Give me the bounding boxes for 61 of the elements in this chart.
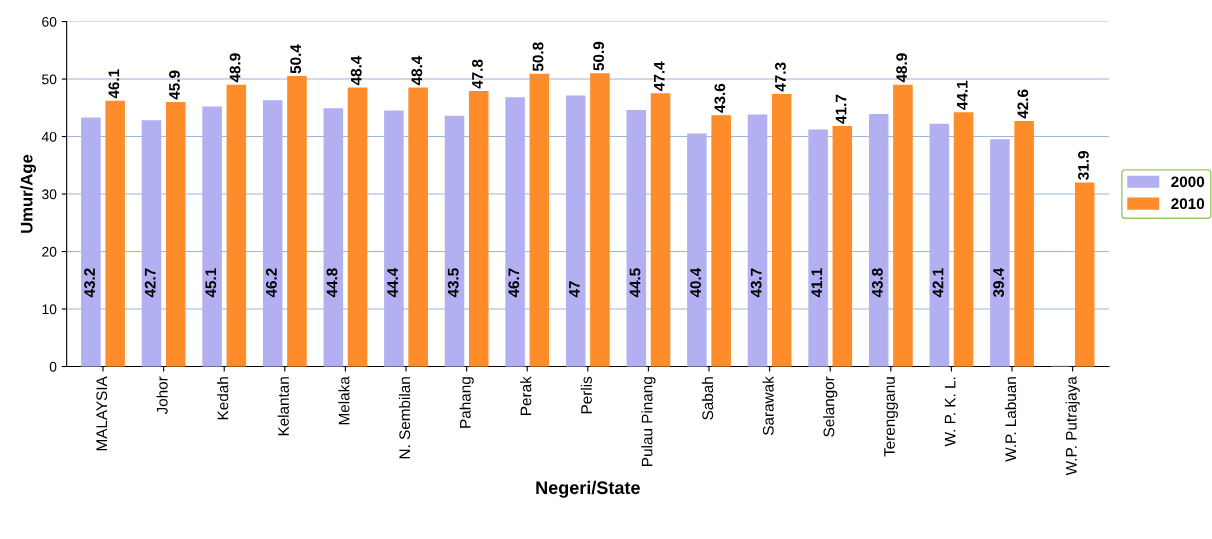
data-label: 42.6 <box>1017 89 1029 119</box>
x-tick-label: Pulau Pinang <box>641 377 656 466</box>
data-label: 47 <box>569 281 580 298</box>
legend-label: 2000 <box>1171 176 1205 188</box>
data-label: 43.2 <box>84 268 96 298</box>
legend-label: 2010 <box>1171 198 1205 210</box>
data-label: 46.7 <box>508 268 520 298</box>
data-label: 50.9 <box>593 41 605 71</box>
x-tick-label: W.P. Putrajaya <box>1065 376 1080 476</box>
data-label: 41.1 <box>811 268 823 298</box>
data-label: 50.4 <box>290 44 302 74</box>
data-label: 45.9 <box>169 70 180 100</box>
x-tick-label: N. Sembilan <box>398 377 411 459</box>
data-label: 44.1 <box>956 80 968 110</box>
x-tick-label: Pahang <box>459 377 474 428</box>
x-tick-label: W.P. Labuan <box>1004 377 1017 462</box>
data-label: 46.2 <box>265 268 277 298</box>
data-label: 42.7 <box>144 268 156 298</box>
y-tick-label: 40 <box>41 131 57 142</box>
data-label: 48.9 <box>896 53 908 83</box>
data-label: 42.1 <box>932 268 944 298</box>
data-label: 41.7 <box>835 94 847 124</box>
x-tick-label: Selangor <box>823 376 838 437</box>
x-tick-label: Terengganu <box>884 377 898 457</box>
data-label: 43.6 <box>714 83 726 113</box>
data-label: 48.4 <box>411 55 423 86</box>
y-tick-label: 0 <box>49 361 57 372</box>
data-label: 47.8 <box>472 59 483 89</box>
x-tick-label: Perak <box>520 376 532 415</box>
data-label: 46.1 <box>108 69 120 99</box>
data-label: 40.4 <box>690 267 701 298</box>
data-label: 43.5 <box>447 268 459 298</box>
data-label: 44.8 <box>326 268 338 298</box>
x-tick-label: Kedah <box>217 377 229 420</box>
y-tick-label: 10 <box>42 304 57 315</box>
y-tick-label: 20 <box>42 246 57 257</box>
x-tick-label: W. P. K. L. <box>944 377 956 447</box>
x-tick-label: Perlis <box>580 376 592 414</box>
x-tick-label: Sabah <box>701 377 714 420</box>
data-label: 43.7 <box>750 268 762 298</box>
x-axis-title: Negeri/State <box>536 480 640 498</box>
data-label: 44.4 <box>387 267 398 298</box>
y-axis-title: Umur/Age <box>20 154 36 233</box>
data-label: 44.5 <box>629 268 641 298</box>
y-tick-label: 30 <box>42 189 57 200</box>
x-tick-label: Kelantan <box>277 377 289 436</box>
data-label: 47.4 <box>653 61 665 91</box>
data-label: 48.4 <box>350 55 362 86</box>
data-label: 47.3 <box>775 62 786 92</box>
x-tick-label: MALAYSIA <box>96 376 108 451</box>
data-label: 31.9 <box>1078 151 1089 180</box>
x-tick-label: Johor <box>156 376 168 415</box>
data-label: 50.8 <box>532 42 544 72</box>
data-label: 43.8 <box>871 268 883 298</box>
data-label: 48.9 <box>229 53 241 83</box>
y-tick-label: 60 <box>42 16 57 27</box>
data-label: 45.1 <box>205 268 217 298</box>
x-tick-label: Sarawak <box>762 376 774 435</box>
x-tick-label: Melaka <box>338 376 350 425</box>
y-tick-label: 50 <box>42 74 57 85</box>
data-label: 39.4 <box>993 267 1005 298</box>
